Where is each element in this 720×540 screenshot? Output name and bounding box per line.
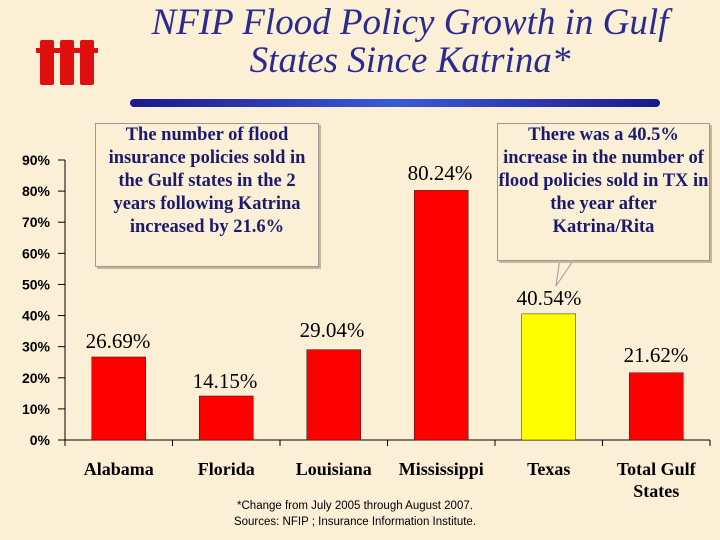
value-label: 40.54%: [517, 286, 582, 310]
x-tick-label: Mississippi: [398, 459, 484, 479]
bar: [414, 190, 469, 441]
x-tick-label: Alabama: [83, 459, 154, 479]
title-rule: [130, 99, 660, 107]
x-tick-label: Texas: [527, 459, 571, 479]
bar: [199, 395, 254, 441]
callout: There was a 40.5% increase in the number…: [497, 123, 710, 261]
y-tick-label: 40%: [22, 308, 51, 324]
chart-title: NFIP Flood Policy Growth in Gulf States …: [151, 2, 669, 81]
x-tick-label: Total Gulf States: [616, 459, 696, 501]
x-tick-label: Louisiana: [295, 459, 372, 479]
source: Sources: NFIP ; Insurance Information In…: [233, 516, 477, 528]
y-tick-label: 70%: [22, 214, 51, 230]
footnote: *Change from July 2005 through August 20…: [237, 500, 473, 512]
value-label: 80.24%: [408, 161, 473, 185]
bar: [91, 356, 146, 441]
value-label: 26.69%: [86, 329, 151, 353]
callout: The number of flood insurance policies s…: [95, 123, 319, 267]
bar: [629, 372, 684, 441]
y-tick-label: 80%: [22, 183, 51, 199]
bar: [306, 349, 361, 441]
value-label: 21.62%: [624, 343, 689, 367]
value-label: 14.15%: [193, 369, 258, 393]
callout-pointer: [555, 257, 576, 287]
bar: [521, 313, 576, 441]
y-tick-label: 50%: [22, 276, 51, 292]
logo: [36, 40, 98, 85]
y-tick-label: 30%: [22, 339, 51, 355]
x-tick-label: Florida: [197, 459, 255, 479]
y-tick-label: 90%: [22, 152, 51, 168]
y-tick-label: 20%: [22, 370, 51, 386]
value-label: 29.04%: [300, 318, 365, 342]
y-tick-label: 60%: [22, 245, 51, 261]
y-tick-label: 0%: [30, 432, 51, 448]
y-tick-label: 10%: [22, 401, 51, 417]
